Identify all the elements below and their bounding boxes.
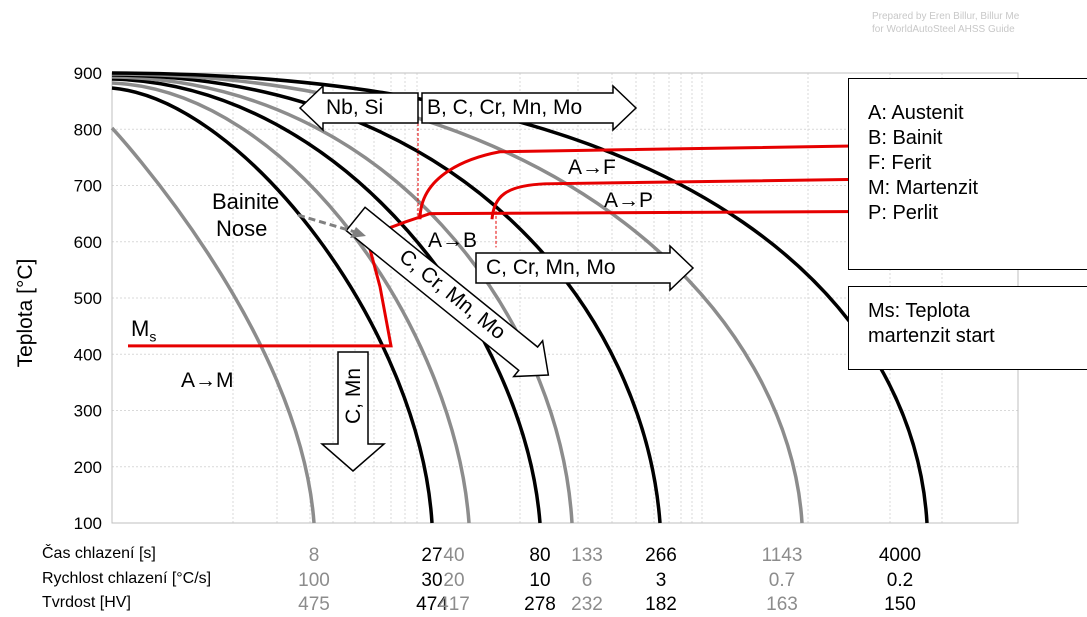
- table-cell-hardness-hv: 182: [645, 594, 677, 615]
- cooling-curve: [111, 72, 804, 524]
- table-cell-hardness-hv: 150: [884, 594, 916, 615]
- left-arrow-nb-si: [298, 84, 419, 132]
- element-effect-arrows: [297, 84, 695, 472]
- phase-legend: A: Austenit B: Bainit F: Ferit M: Marten…: [848, 78, 1087, 270]
- cooling-curve: [111, 71, 929, 524]
- down-arrow-c-mn: [319, 351, 387, 472]
- table-cell-hardness-hv: 163: [766, 594, 798, 615]
- row-label-hardness: Tvrdost [HV]: [42, 594, 131, 611]
- table-cell-rate-c-per-s: 3: [655, 570, 667, 591]
- ms-label: Ms: [131, 316, 156, 344]
- credit-text: Prepared by Eren Billur, Billur Me for W…: [872, 10, 1019, 36]
- credit-line-1: Prepared by Eren Billur, Billur Me: [872, 11, 1020, 22]
- table-cell-time-s: 80: [529, 545, 551, 566]
- table-cell-hardness-hv: 417: [438, 594, 470, 615]
- ms-legend: Ms: Teplota martenzit start: [848, 286, 1087, 370]
- row-label-rate: Rychlost chlazení [°C/s]: [42, 570, 212, 587]
- y-tick-label: 500: [74, 289, 102, 308]
- right-arrow-b-group: [421, 84, 638, 132]
- arrow-label-b-group: B, C, Cr, Mn, Mo: [427, 96, 583, 119]
- cooling-curve: [110, 126, 316, 524]
- region-label-ap: A→P: [604, 189, 654, 212]
- legend-item-bainit: B: Bainit: [868, 127, 943, 149]
- table-cell-rate-c-per-s: 6: [581, 570, 593, 591]
- table-cell-time-s: 1143: [761, 545, 803, 566]
- arrow-label-c-mn: C, Mn: [342, 367, 365, 425]
- y-tick-label: 300: [74, 402, 102, 421]
- y-tick-labels: 100 200 300 400 500 600 700 800 900: [74, 64, 102, 533]
- y-tick-label: 700: [74, 177, 102, 196]
- table-cell-time-s: 133: [571, 545, 603, 566]
- table-cell-hardness-hv: 475: [298, 594, 330, 615]
- ms-label-sub: s: [149, 328, 157, 345]
- legend-item-martenzit: M: Martenzit: [868, 177, 979, 199]
- ms-legend-line-2: martenzit start: [868, 325, 995, 347]
- region-label-af: A→F: [568, 156, 616, 179]
- bainite-nose-label: Bainite Nose: [212, 188, 279, 242]
- table-cell-time-s: 40: [443, 545, 465, 566]
- y-tick-label: 100: [74, 514, 102, 533]
- bainite-nose-line-1: Bainite: [212, 189, 280, 214]
- legend-item-austenit: A: Austenit: [868, 102, 964, 124]
- pearlite-start-line: [490, 175, 1019, 220]
- ms-label-main: M: [131, 316, 150, 341]
- bainite-nose-line-2: Nose: [215, 216, 268, 241]
- row-label-time: Čas chlazení [s]: [42, 545, 156, 562]
- table-cell-time-s: 8: [308, 545, 320, 566]
- table-cell-hardness-hv: 278: [524, 594, 556, 615]
- cooling-curves: [110, 71, 929, 524]
- region-label-am: A→M: [181, 369, 234, 392]
- y-tick-label: 400: [74, 345, 102, 364]
- table-cell-rate-c-per-s: 0.2: [886, 570, 914, 591]
- legend-item-ferit: F: Ferit: [868, 152, 932, 174]
- diagonal-arrow-group: [345, 206, 550, 378]
- y-tick-label: 900: [74, 64, 102, 83]
- table-cell-hardness-hv: 232: [571, 594, 603, 615]
- table-cell-rate-c-per-s: 0.7: [768, 570, 796, 591]
- bainite-nose-pointer: [297, 213, 356, 234]
- table-cell-rate-c-per-s: 10: [529, 570, 551, 591]
- ferrite-start-line: [418, 141, 1019, 220]
- ms-legend-line-1: Ms: Teplota: [868, 300, 970, 322]
- table-cell-time-s: 27: [421, 545, 443, 566]
- cooling-curve: [111, 77, 542, 524]
- credit-line-2: for WorldAutoSteel AHSS Guide: [872, 24, 1015, 35]
- arrow-label-c-cr-mn-mo: C, Cr, Mn, Mo: [486, 256, 616, 279]
- y-axis-label: Teplota [°C]: [14, 258, 37, 368]
- table-cell-hardness-hv: 474: [416, 594, 448, 615]
- table-cell-rate-c-per-s: 100: [298, 570, 330, 591]
- legend-item-perlit: P: Perlit: [868, 202, 939, 224]
- y-tick-label: 800: [74, 120, 102, 139]
- table-cell-time-s: 266: [645, 545, 677, 566]
- right-arrow-c-cr-mn-mo: [475, 244, 695, 292]
- cooling-curve: [111, 75, 574, 524]
- cooling-curve: [111, 86, 434, 524]
- y-tick-label: 600: [74, 233, 102, 252]
- bainite-nose-pointer-head: [350, 227, 366, 238]
- table-cell-rate-c-per-s: 20: [443, 570, 465, 591]
- table-cell-time-s: 4000: [878, 545, 922, 566]
- arrow-label-nb-si: Nb, Si: [326, 96, 384, 119]
- diagonal-arrow: [345, 206, 550, 378]
- y-tick-label: 200: [74, 458, 102, 477]
- table-cell-rate-c-per-s: 30: [421, 570, 443, 591]
- cooling-curve: [111, 73, 662, 524]
- region-label-ab: A→B: [428, 229, 478, 252]
